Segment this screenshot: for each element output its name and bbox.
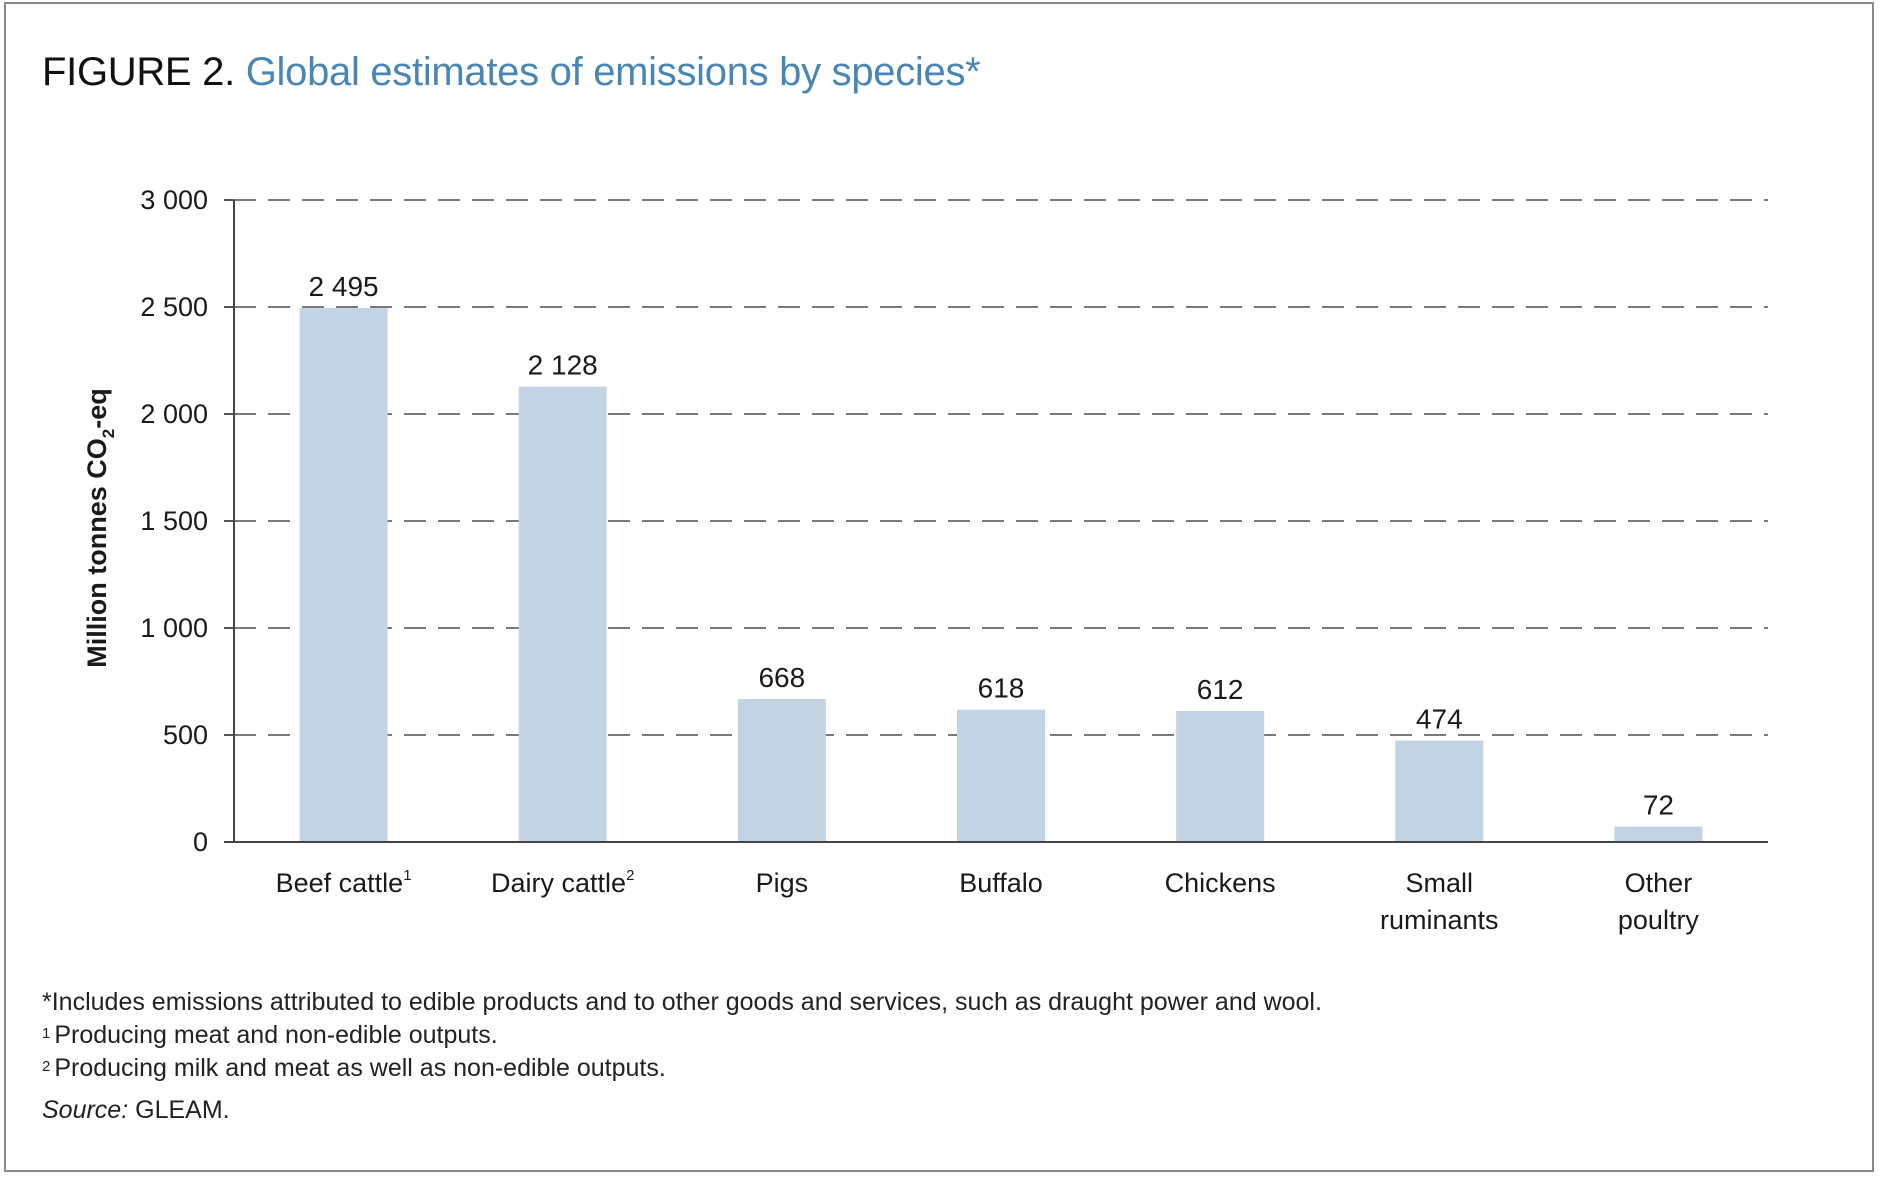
footnote-1-text: Producing meat and non-edible outputs. [54, 1021, 498, 1049]
bars [299, 308, 1703, 842]
x-tick-label: Beef cattle1 [276, 867, 412, 898]
data-label: 618 [978, 673, 1025, 704]
source-line: Source: GLEAM. [42, 1094, 1322, 1127]
data-label: 2 128 [528, 350, 598, 381]
y-tick-labels: 0 500 1 000 1 500 2 000 2 500 3 000 [140, 185, 208, 857]
y-tick-label: 1 000 [140, 613, 208, 643]
x-tick-label: Dairy cattle2 [491, 867, 634, 898]
x-tick-label: Other poultry [1618, 868, 1700, 935]
y-axis-label: Million tonnes CO2-eq [82, 388, 118, 667]
data-labels: 2 495 2 128 668 618 612 474 72 [309, 271, 1674, 821]
grid-lines [224, 199, 1768, 843]
x-tick-labels: Beef cattle1 Dairy cattle2 Pigs Buffalo Chic… [276, 867, 1700, 935]
y-tick-label: 2 500 [140, 292, 208, 322]
bar [737, 699, 826, 842]
footnote-2-marker: 2 [42, 1058, 51, 1075]
bar-chart: 0 500 1 000 1 500 2 000 2 500 3 000 Beef cattl… [82, 185, 1768, 935]
figure-title: FIGURE 2. Global estimates of emissions … [42, 50, 981, 95]
y-tick-label: 1 500 [140, 506, 208, 536]
footnotes: *Includes emissions attributed to edible… [42, 986, 1322, 1127]
bar [518, 386, 607, 842]
data-label: 668 [758, 662, 805, 693]
data-label: 72 [1643, 790, 1674, 821]
y-tick-label: 500 [163, 720, 208, 750]
y-tick-label: 0 [193, 827, 208, 857]
data-label: 474 [1416, 704, 1463, 735]
footnote-2-text: Producing milk and meat as well as non-e… [54, 1054, 666, 1082]
bar [299, 308, 388, 842]
figure-caption: Global estimates of emissions by species… [245, 50, 981, 94]
y-axis-label-tail: -eq [82, 388, 112, 429]
y-tick-label: 3 000 [140, 185, 208, 215]
x-tick-label: Pigs [756, 868, 809, 898]
footnote-asterisk: *Includes emissions attributed to edible… [42, 988, 1322, 1016]
bar [1614, 826, 1703, 842]
footnote-1-marker: 1 [42, 1025, 51, 1042]
axes [224, 200, 1768, 843]
x-tick-label: Buffalo [959, 868, 1043, 898]
x-tick-label: Small ruminants [1380, 868, 1499, 935]
bar [1176, 711, 1265, 842]
footnote-2: 2 Producing milk and meat as well as non-… [42, 1052, 1322, 1085]
data-label: 612 [1197, 674, 1244, 705]
source-value: GLEAM. [135, 1096, 230, 1124]
y-axis-label-main: Million tonnes CO [82, 438, 112, 668]
footnote-1: 1 Producing meat and non-edible outputs. [42, 1019, 1322, 1052]
source-label: Source: [42, 1096, 129, 1124]
y-axis-label-subscript: 2 [99, 429, 118, 438]
bar [1395, 740, 1484, 842]
y-tick-label: 2 000 [140, 399, 208, 429]
figure-label: FIGURE 2. [42, 50, 235, 94]
x-tick-label: Chickens [1165, 868, 1276, 898]
bar [957, 709, 1045, 842]
data-label: 2 495 [309, 271, 379, 302]
